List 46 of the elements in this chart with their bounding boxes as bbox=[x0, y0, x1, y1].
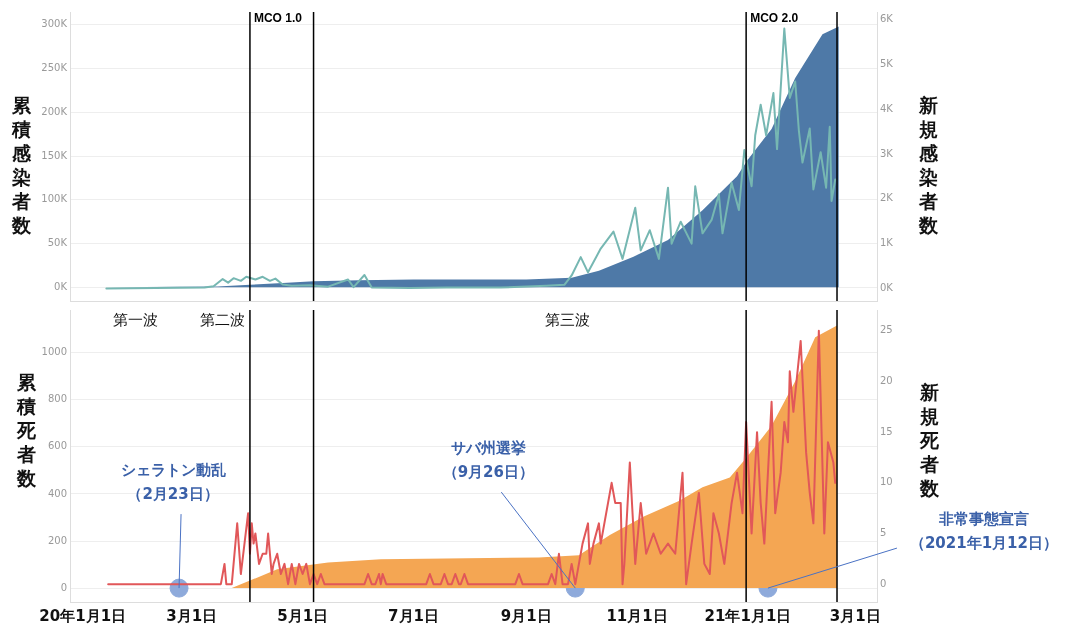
y2-tick-label: 3K bbox=[880, 147, 894, 159]
y2-axis-title: 新規感染者数 bbox=[917, 93, 939, 237]
x-tick-label: 3月1日 bbox=[166, 606, 218, 625]
y2-tick-label: 5K bbox=[880, 58, 894, 70]
x-tick-label: 7月1日 bbox=[388, 606, 439, 625]
y-tick-label: 50K bbox=[47, 237, 68, 249]
y-tick-label: 300K bbox=[41, 18, 68, 30]
y-tick-label: 250K bbox=[41, 62, 68, 74]
y-tick-label: 800 bbox=[47, 393, 67, 405]
y-tick-label: 200K bbox=[41, 105, 68, 117]
annotation: 第二波 bbox=[199, 310, 245, 329]
y2-tick-label: 0 bbox=[880, 577, 887, 589]
y2-tick-label: 10 bbox=[880, 476, 893, 488]
annotation: 第一波 bbox=[112, 310, 158, 329]
y2-tick-label: 1K bbox=[880, 237, 894, 249]
y-tick-label: 0 bbox=[60, 581, 67, 593]
y2-tick-label: 0K bbox=[880, 282, 894, 294]
y-tick-label: 1000 bbox=[41, 346, 67, 358]
annotation: サバ州選挙（9月26日） bbox=[442, 439, 534, 481]
y2-tick-label: 4K bbox=[880, 102, 894, 114]
x-tick-label: 20年1月1日 bbox=[39, 606, 127, 625]
x-tick-label: 11月1日 bbox=[606, 606, 668, 625]
y-axis-title: 累積感染者数 bbox=[10, 93, 32, 237]
x-tick-label: 3月1日 bbox=[829, 606, 881, 625]
y2-tick-label: 25 bbox=[880, 324, 893, 336]
y2-tick-label: 20 bbox=[880, 375, 893, 387]
y-axis-title: 累積死者数 bbox=[15, 370, 37, 490]
y2-tick-label: 6K bbox=[880, 13, 894, 25]
y-tick-label: 100K bbox=[41, 193, 68, 205]
y-tick-label: 600 bbox=[47, 440, 67, 452]
annotation: シェラトン動乱（2月23日） bbox=[120, 461, 226, 503]
y2-tick-label: 15 bbox=[880, 425, 893, 437]
y-tick-label: 200 bbox=[47, 534, 67, 546]
x-tick-label: 9月1日 bbox=[500, 606, 552, 625]
y-tick-label: 400 bbox=[47, 487, 67, 499]
y2-tick-label: 5 bbox=[880, 527, 887, 539]
x-tick-label: 21年1月1日 bbox=[704, 606, 792, 625]
y-tick-label: 150K bbox=[41, 149, 68, 161]
annotation: 非常事態宣言（2021年1月12日） bbox=[909, 510, 1058, 552]
x-tick-label: 5月1日 bbox=[277, 606, 329, 625]
y-tick-label: 0K bbox=[54, 280, 68, 292]
y2-tick-label: 2K bbox=[880, 192, 894, 204]
ref-line-label: MCO 1.0 bbox=[253, 11, 303, 26]
y2-axis-title: 新規死者数 bbox=[918, 380, 940, 500]
ref-line-label: MCO 2.0 bbox=[750, 11, 799, 26]
annotation: 第三波 bbox=[544, 310, 590, 329]
